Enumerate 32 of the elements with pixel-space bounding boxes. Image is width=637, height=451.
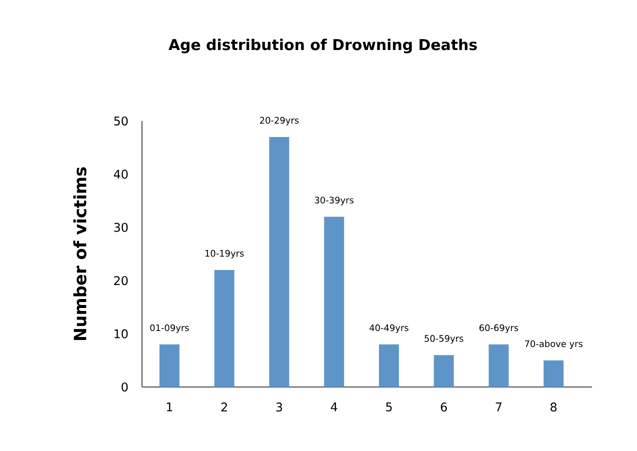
annotation: 01-09yrs: [150, 324, 189, 333]
bar: [159, 344, 180, 387]
x-tick-label: 1: [166, 402, 172, 412]
annotation: 30-39yrs: [314, 196, 354, 206]
x-tick-label: 4: [330, 402, 338, 412]
y-tick-label: 10: [114, 329, 128, 338]
annotation: 40-49yrs: [370, 324, 408, 333]
y-axis-title: Number of victims: [73, 167, 86, 340]
bar: [544, 360, 564, 387]
x-tick-label: 7: [496, 402, 502, 412]
annotation: 50-59yrs: [424, 335, 464, 344]
annotation: 60-69yrs: [479, 324, 518, 333]
bar: [214, 270, 234, 387]
x-tick-label: 2: [221, 402, 227, 412]
x-tick-label: 8: [550, 402, 557, 412]
annotation: 20-29yrs: [260, 116, 299, 126]
bar: [269, 136, 290, 387]
bar: [488, 344, 509, 387]
annotation: 70-above yrs: [524, 340, 582, 349]
y-tick-label: 0: [122, 382, 128, 392]
y-tick-label: 40: [114, 170, 128, 179]
y-tick-label: 20: [114, 276, 128, 286]
x-tick-label: 5: [386, 402, 392, 412]
y-tick-label: 50: [114, 116, 128, 126]
chart-title: Age distribution of Drowning Deaths: [168, 38, 477, 54]
annotation: 10-19yrs: [205, 250, 244, 258]
x-tick-label: 6: [440, 402, 447, 412]
y-tick-label: 30: [114, 222, 128, 232]
bar: [434, 355, 454, 387]
bar: [324, 216, 344, 387]
x-tick-label: 3: [276, 402, 282, 412]
bar: [378, 344, 399, 387]
